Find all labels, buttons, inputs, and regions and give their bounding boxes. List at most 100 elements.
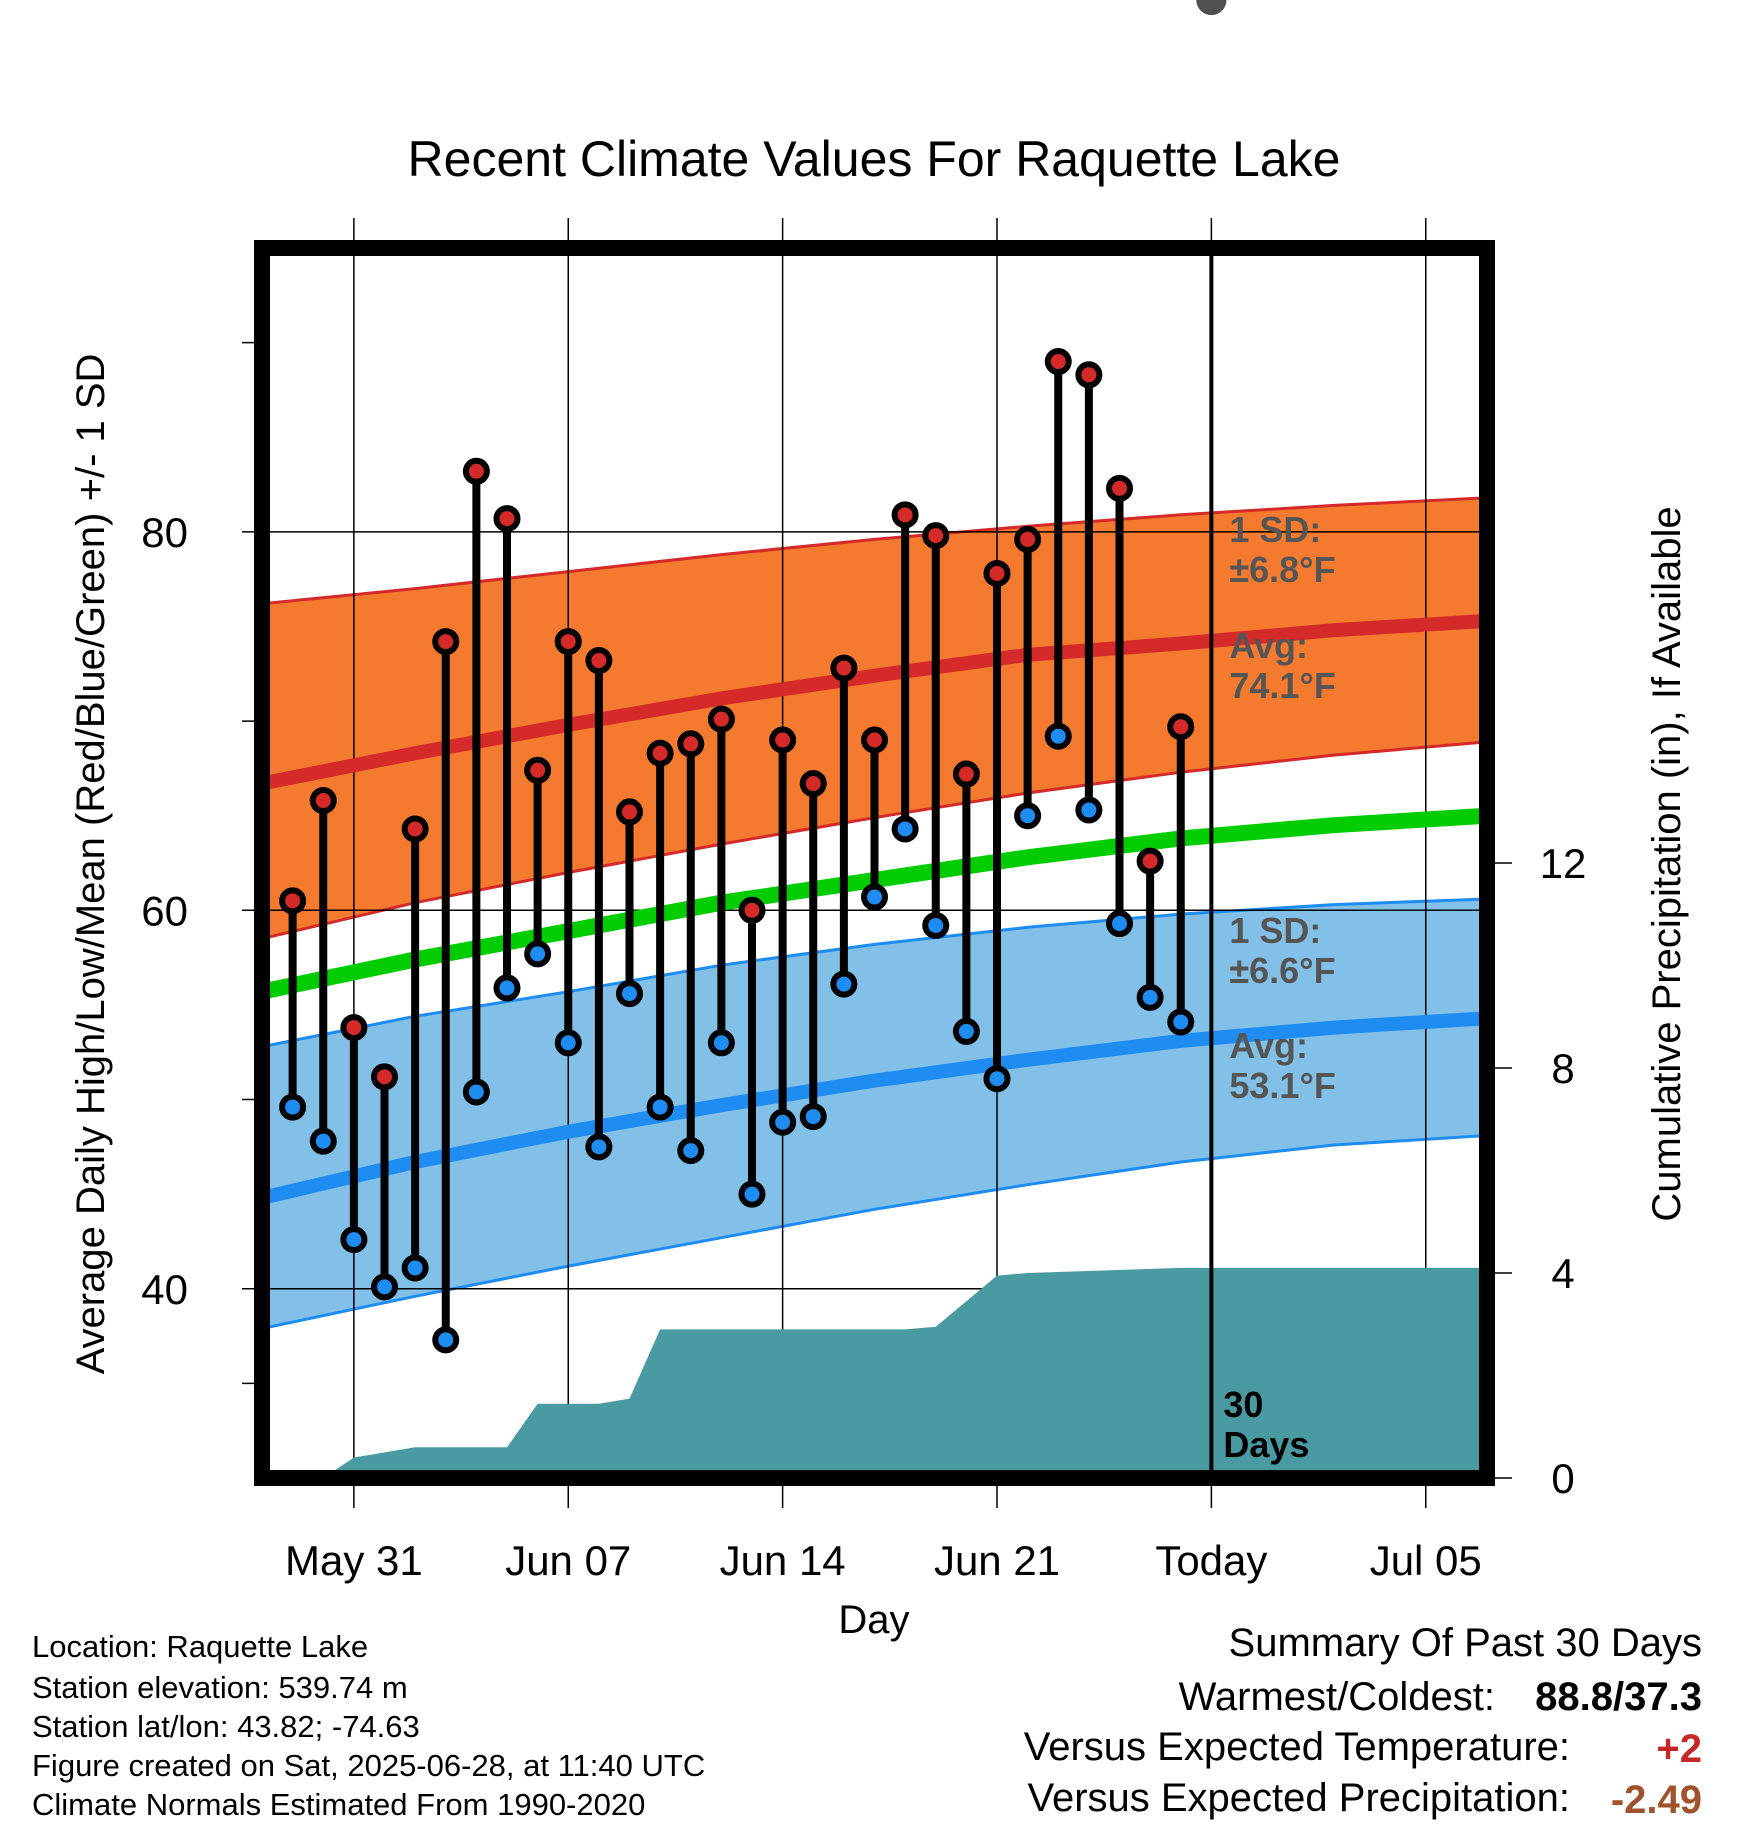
- y-tick-label: 60: [141, 887, 188, 934]
- low-sd-annotation-line: 1 SD:: [1229, 910, 1321, 951]
- low-point: [891, 815, 919, 843]
- y-axis-label: Average Daily High/Low/Mean (Red/Blue/Gr…: [69, 354, 113, 1375]
- high-point: [309, 787, 337, 815]
- low-point: [585, 1133, 613, 1161]
- x-tick-label: May 31: [285, 1537, 423, 1584]
- low-avg-annotation-line: 53.1°F: [1229, 1065, 1335, 1106]
- high-point: [616, 798, 643, 826]
- today-low-avg-marker: [1196, 0, 1227, 15]
- high-point: [371, 1063, 398, 1091]
- high-point: [830, 654, 858, 682]
- high-point: [891, 501, 919, 529]
- low-avg-annotation-line: Avg:: [1229, 1025, 1308, 1066]
- low-point: [462, 1078, 490, 1106]
- low-point: [1014, 802, 1042, 830]
- high-point: [1106, 474, 1133, 502]
- x-tick-label: Jul 05: [1370, 1537, 1482, 1584]
- low-point: [340, 1226, 368, 1254]
- high-point: [1167, 713, 1195, 741]
- low-point: [922, 911, 950, 939]
- low-point: [1075, 796, 1103, 824]
- y2-tick-label: 4: [1551, 1250, 1574, 1297]
- high-point: [646, 739, 674, 767]
- low-point: [1136, 983, 1164, 1011]
- high-point: [279, 887, 307, 915]
- high-point: [922, 522, 950, 550]
- low-point: [677, 1137, 705, 1165]
- low-point: [371, 1273, 398, 1301]
- low-point: [952, 1017, 980, 1045]
- footer-location: Location: Raquette Lake: [32, 1629, 368, 1664]
- low-point: [861, 883, 888, 911]
- summary-temp-value: +2: [1656, 1727, 1702, 1771]
- summary-precip-value: -2.49: [1611, 1778, 1702, 1822]
- footer-latlon: Station lat/lon: 43.82; -74.63: [32, 1709, 420, 1744]
- high-point: [738, 896, 766, 924]
- footer-elevation: Station elevation: 539.74 m: [32, 1670, 408, 1705]
- low-point: [1167, 1008, 1195, 1036]
- chart-title: Recent Climate Values For Raquette Lake: [408, 131, 1341, 187]
- y-tick-label: 40: [141, 1266, 188, 1313]
- high-point: [799, 770, 827, 798]
- footer-created: Figure created on Sat, 2025-06-28, at 11…: [32, 1748, 705, 1783]
- low-point: [524, 940, 552, 968]
- low-point: [493, 974, 521, 1002]
- high-point: [432, 628, 460, 656]
- low-point: [769, 1108, 797, 1136]
- high-point: [1044, 348, 1072, 376]
- y2-axis-label: Cumulative Precipitation (in), If Availa…: [1645, 506, 1689, 1221]
- high-point: [554, 628, 582, 656]
- low-point: [1044, 722, 1072, 750]
- y-tick-label: 80: [141, 509, 188, 556]
- normal-high-line: [262, 613, 1487, 791]
- low-point: [983, 1065, 1011, 1093]
- high-point: [983, 559, 1011, 587]
- y2-tick-label: 8: [1551, 1045, 1574, 1092]
- low-point: [554, 1029, 582, 1057]
- low-point: [799, 1103, 827, 1131]
- x-tick-label: Today: [1155, 1537, 1267, 1584]
- x-tick-label: Jun 14: [720, 1537, 846, 1584]
- summary-temp-label: Versus Expected Temperature:: [1024, 1725, 1570, 1769]
- x-tick-label: Jun 21: [934, 1537, 1060, 1584]
- summary-warm-cold-value: 88.8/37.3: [1535, 1675, 1702, 1719]
- high-avg-annotation-line: 74.1°F: [1229, 665, 1335, 706]
- low-point: [432, 1326, 460, 1354]
- high-avg-annotation-line: Avg:: [1229, 625, 1308, 666]
- y2-tick-label: 0: [1551, 1455, 1574, 1502]
- high-point: [524, 756, 552, 784]
- footer-normals: Climate Normals Estimated From 1990-2020: [32, 1787, 645, 1822]
- high-point: [1136, 847, 1164, 875]
- summary-precip-label: Versus Expected Precipitation:: [1027, 1776, 1570, 1820]
- high-point: [401, 815, 429, 843]
- y2-tick-label: 12: [1540, 840, 1587, 887]
- high-point: [1075, 361, 1103, 389]
- x-axis-label: Day: [838, 1598, 909, 1642]
- precip-area: [262, 1267, 1487, 1478]
- low-point: [830, 970, 858, 998]
- low-point: [401, 1254, 429, 1282]
- high-point: [1014, 525, 1042, 553]
- high-point: [769, 726, 797, 754]
- high-point: [677, 730, 705, 758]
- low-point: [616, 980, 643, 1008]
- low-sd-annotation-line: ±6.6°F: [1229, 950, 1335, 991]
- summary-warm-cold-label: Warmest/Coldest:: [1179, 1675, 1495, 1719]
- high-point: [585, 647, 613, 675]
- high-sd-annotation-line: 1 SD:: [1229, 509, 1321, 550]
- high-sd-annotation-line: ±6.8°F: [1229, 549, 1335, 590]
- low-point: [738, 1180, 766, 1208]
- plot-frame: [254, 240, 1495, 1486]
- period-annotation-line: Days: [1223, 1424, 1309, 1465]
- low-sd-band-lower-edge: [262, 1134, 1487, 1330]
- high-point: [493, 505, 521, 533]
- low-point: [279, 1093, 307, 1121]
- high-sd-band-upper-edge: [262, 496, 1487, 606]
- high-point: [861, 726, 888, 754]
- high-point: [340, 1014, 368, 1042]
- low-point: [707, 1029, 735, 1057]
- low-point: [1106, 910, 1133, 938]
- low-point: [309, 1127, 337, 1155]
- normal-low-line: [262, 1011, 1487, 1205]
